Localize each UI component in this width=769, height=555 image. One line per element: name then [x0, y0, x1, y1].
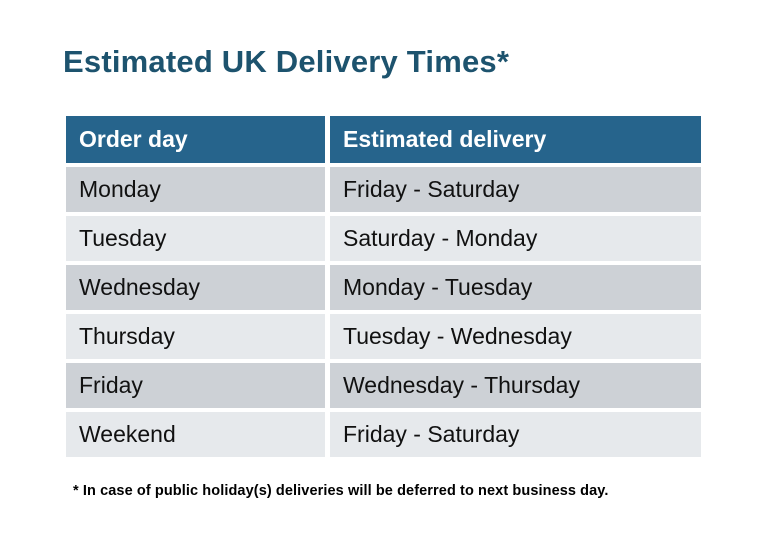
page-title: Estimated UK Delivery Times* [63, 44, 510, 79]
delivery-times-table: Order day Estimated delivery Monday Frid… [66, 116, 701, 457]
order-day-cell: Friday [66, 362, 325, 408]
column-header-estimated-delivery: Estimated delivery [330, 116, 701, 163]
estimated-delivery-cell: Monday - Tuesday [330, 264, 701, 310]
order-day-cell: Tuesday [66, 215, 325, 261]
estimated-delivery-cell: Saturday - Monday [330, 215, 701, 261]
estimated-delivery-cell: Friday - Saturday [330, 411, 701, 457]
order-day-cell: Thursday [66, 313, 325, 359]
order-day-cell: Wednesday [66, 264, 325, 310]
column-header-order-day: Order day [66, 116, 325, 163]
estimated-delivery-cell: Wednesday - Thursday [330, 362, 701, 408]
order-day-cell: Monday [66, 166, 325, 212]
estimated-delivery-cell: Tuesday - Wednesday [330, 313, 701, 359]
footnote: * In case of public holiday(s) deliverie… [73, 483, 609, 499]
order-day-cell: Weekend [66, 411, 325, 457]
estimated-delivery-cell: Friday - Saturday [330, 166, 701, 212]
